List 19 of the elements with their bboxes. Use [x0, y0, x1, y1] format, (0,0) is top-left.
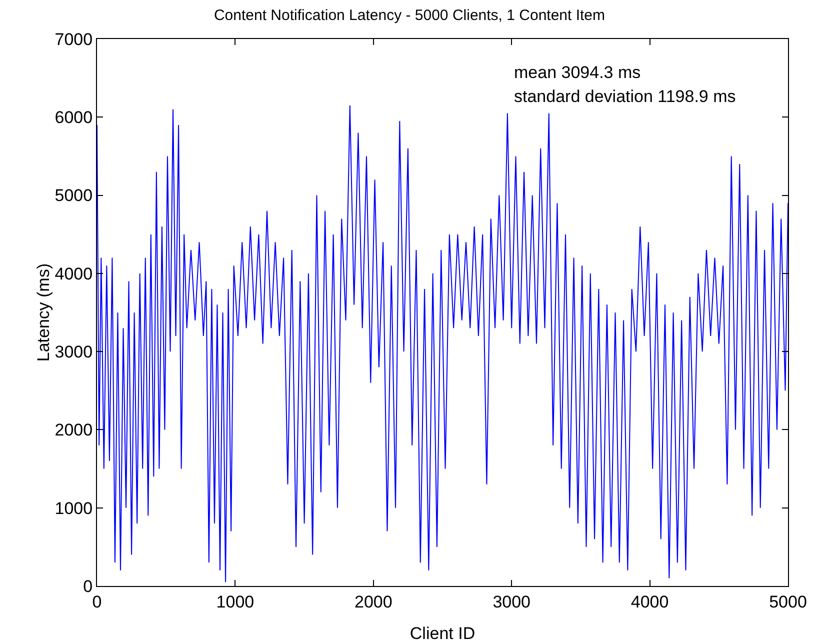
annotation: mean 3094.3 ms: [514, 63, 641, 82]
annotation: standard deviation 1198.9 ms: [514, 87, 736, 106]
y-tick-label: 6000: [54, 108, 93, 128]
x-tick-label: 2000: [354, 592, 392, 612]
y-tick-label: 7000: [54, 30, 93, 49]
y-tick-label: 5000: [54, 186, 93, 206]
chart-title: Content Notification Latency - 5000 Clients, 1 Content Item: [214, 7, 606, 24]
y-tick-label: 2000: [54, 420, 93, 440]
x-tick-label: 3000: [492, 592, 531, 612]
y-tick-label: 3000: [54, 342, 93, 362]
line-series: [97, 104, 788, 583]
y-tick-label: 4000: [54, 264, 93, 284]
x-tick-label: 1000: [216, 592, 254, 612]
y-tick-label: 1000: [54, 498, 93, 518]
x-tick-label: 4000: [630, 592, 669, 612]
y-tick-label: 0: [83, 576, 93, 596]
x-axis-title: Client ID: [410, 624, 476, 643]
x-tick-label: 5000: [769, 592, 807, 612]
y-axis-title: Latency (ms): [34, 263, 53, 362]
